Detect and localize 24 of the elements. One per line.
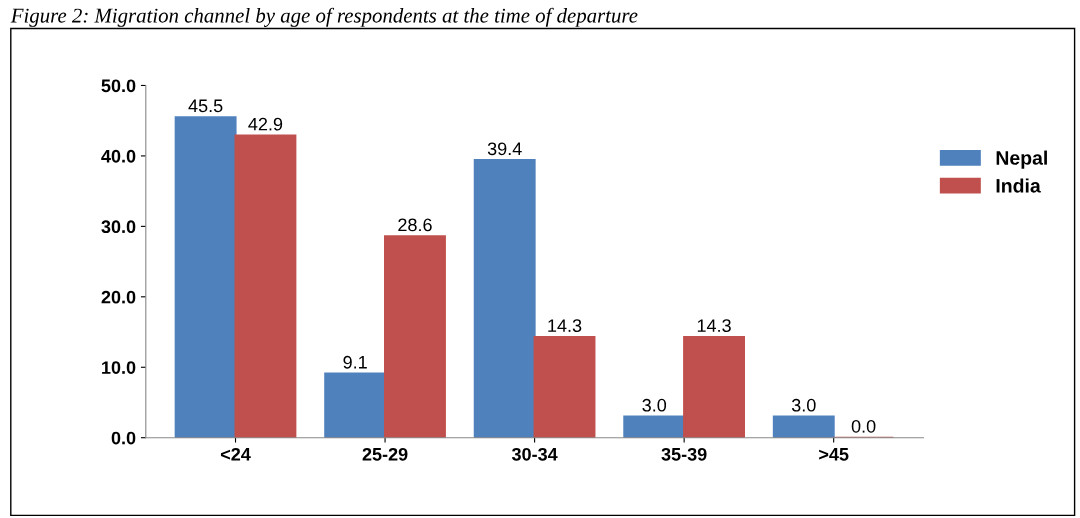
data-label: 45.5: [188, 99, 223, 113]
data-label: 14.3: [697, 319, 731, 333]
data-label: 42.9: [248, 117, 283, 131]
data-label: 3.0: [791, 398, 816, 412]
data-label: 28.6: [398, 218, 432, 232]
data-label: 0.0: [851, 419, 876, 433]
legend-label: Nepal: [996, 150, 1047, 169]
y-tick-label: 40.0: [101, 149, 136, 163]
data-label: 9.1: [343, 355, 367, 369]
x-tick-label: <24: [220, 447, 251, 461]
y-tick-label: 50.0: [101, 79, 136, 93]
x-tick-label: 35-39: [661, 447, 707, 461]
data-label: 14.3: [548, 319, 582, 333]
chart-title: Figure 2: Migration channel by age of respondents at the time of departure: [10, 7, 638, 27]
y-tick-label: 10.0: [102, 361, 136, 374]
data-label: 3.0: [642, 398, 667, 412]
x-tick-label: 25-29: [362, 447, 408, 461]
legend-label: India: [996, 178, 1041, 193]
y-tick-label: 20.0: [101, 290, 136, 304]
y-tick-label: 0.0: [111, 431, 136, 445]
x-tick-label: 30-34: [511, 447, 558, 461]
y-tick-label: 30.0: [101, 220, 136, 234]
data-label: 39.4: [487, 142, 522, 156]
x-tick-label: >45: [819, 448, 849, 461]
